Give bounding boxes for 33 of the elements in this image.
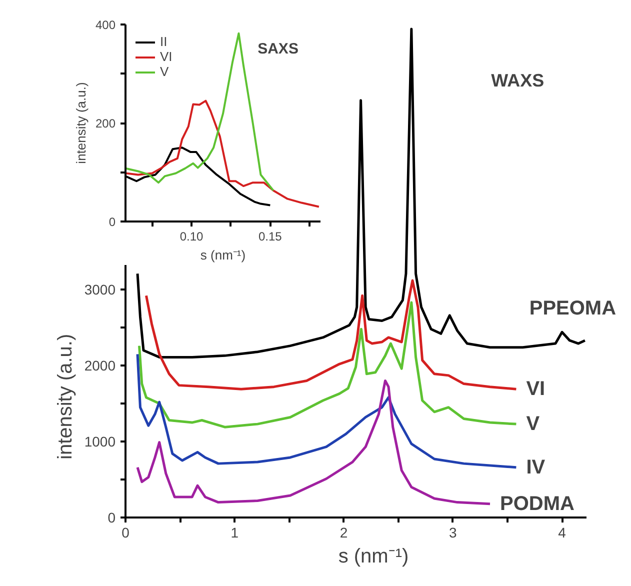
legend-label: VI xyxy=(160,49,174,64)
x-tick-label: 2 xyxy=(340,524,348,540)
x-tick-label: 4 xyxy=(558,524,566,540)
x-tick-label: 0.10 xyxy=(180,230,204,244)
y-tick-label: 1000 xyxy=(84,434,116,450)
y-axis-title: intensity (a.u.) xyxy=(73,82,88,164)
line-series xyxy=(136,380,492,506)
line-series xyxy=(144,279,518,390)
x-tick-label: 0 xyxy=(122,524,130,540)
line-series xyxy=(136,352,518,469)
series-label: PODMA xyxy=(500,492,574,515)
series-label: VI xyxy=(526,378,546,400)
series-label: IV xyxy=(526,456,546,478)
y-tick-label: 2000 xyxy=(84,358,116,374)
annotation: SAXS xyxy=(258,40,298,58)
legend-label: II xyxy=(160,34,168,49)
x-axis-title: s (nm⁻¹) xyxy=(200,248,246,262)
line-series xyxy=(138,301,518,428)
legend-label: V xyxy=(160,64,170,79)
y-tick-label: 0 xyxy=(108,510,116,526)
y-tick-label: 200 xyxy=(95,116,116,130)
line-series xyxy=(126,100,320,208)
x-axis-title: s (nm⁻¹) xyxy=(338,546,409,568)
x-tick-label: 1 xyxy=(230,524,239,540)
y-tick-label: 3000 xyxy=(84,282,116,298)
y-axis-title: intensity (a.u.) xyxy=(54,334,76,460)
y-tick-label: 0 xyxy=(108,215,116,229)
series-label: PPEOMA xyxy=(529,297,616,320)
annotation: WAXS xyxy=(491,70,544,91)
x-tick-label: 0.15 xyxy=(258,230,282,244)
y-tick-label: 400 xyxy=(95,18,116,32)
x-tick-label: 3 xyxy=(449,524,458,540)
series-label: V xyxy=(526,413,540,436)
